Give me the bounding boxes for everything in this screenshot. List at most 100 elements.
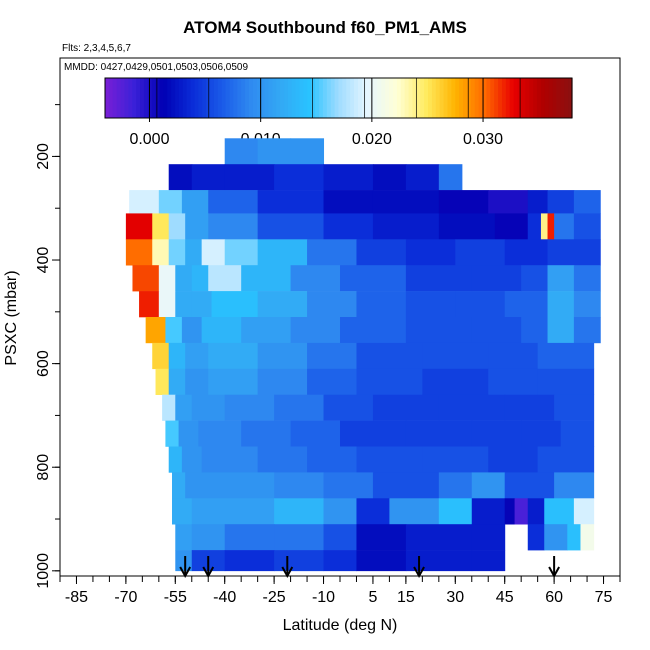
heatmap-cell <box>257 213 325 240</box>
colorbar-swatch <box>159 78 164 118</box>
colorbar-swatch <box>213 78 219 118</box>
colorbar-swatch <box>381 78 386 118</box>
heatmap-cell <box>191 524 226 551</box>
y-tick-label: 600 <box>35 350 52 377</box>
colorbar-swatch <box>186 78 192 118</box>
heatmap-cell <box>168 213 186 240</box>
colorbar-swatch <box>322 78 328 118</box>
colorbar-swatch <box>400 78 406 118</box>
heatmap-cell <box>340 265 407 292</box>
colorbar-swatch <box>416 78 421 118</box>
heatmap-cell <box>224 239 259 266</box>
colorbar-swatch <box>136 78 141 118</box>
heatmap-cell <box>537 342 595 370</box>
colorbar-swatch <box>404 78 410 118</box>
heatmap-cell <box>544 524 568 551</box>
colorbar-swatch <box>463 78 468 118</box>
x-tick-label: -25 <box>263 589 286 606</box>
heatmap-cell <box>356 291 407 318</box>
heatmap-cell <box>471 420 522 447</box>
y-tick-label: 800 <box>35 454 52 481</box>
heatmap-cell <box>521 317 549 344</box>
colorbar-swatch <box>178 78 184 118</box>
colorbar-swatch <box>466 78 472 118</box>
colorbar-swatch <box>412 78 417 118</box>
heatmap-cell <box>356 342 423 370</box>
y-tick-label: 400 <box>35 247 52 274</box>
heatmap-cell <box>340 317 407 344</box>
heatmap-cells <box>125 138 601 572</box>
heatmap-cell <box>547 291 575 318</box>
colorbar-swatch <box>439 78 445 118</box>
y-tick-label: 1000 <box>35 553 52 589</box>
heatmap-cell <box>208 472 275 499</box>
y-axis: 200 400 600 800 1000 <box>35 104 60 589</box>
heatmap-cell <box>158 190 183 214</box>
colorbar-swatch <box>548 78 554 118</box>
heatmap-cell <box>547 213 555 240</box>
colorbar-swatch <box>120 78 126 118</box>
colorbar-swatch <box>451 78 456 118</box>
heatmap-cell <box>162 394 176 421</box>
heatmap-cell <box>175 265 193 292</box>
y-tick-label: 200 <box>35 143 52 170</box>
colorbar-swatch <box>556 78 561 118</box>
heatmap-cell <box>573 265 601 292</box>
heatmap-cell <box>573 317 601 344</box>
heatmap-cell <box>224 138 259 165</box>
heatmap-cell <box>181 446 203 473</box>
colorbar-swatch <box>241 78 246 118</box>
heatmap-cell <box>211 291 259 318</box>
heatmap-cell <box>488 368 539 395</box>
colorbar-swatch <box>229 78 235 118</box>
heatmap-cell <box>175 291 193 318</box>
colorbar-swatch <box>482 78 487 118</box>
x-tick-label: 75 <box>595 589 613 606</box>
heatmap-cell <box>257 190 325 214</box>
heatmap-cell <box>323 190 374 214</box>
heatmap-cell <box>208 190 259 214</box>
heatmap-cell <box>274 524 325 551</box>
heatmap-cell <box>323 164 374 191</box>
heatmap-cell <box>208 368 259 395</box>
heatmap-cell <box>257 239 308 266</box>
heatmap-cell <box>191 498 226 525</box>
heatmap-cell <box>274 550 325 572</box>
heatmap-cell <box>547 265 575 292</box>
heatmap-cell <box>438 164 463 191</box>
heatmap-cell <box>290 265 341 292</box>
colorbar-swatch <box>447 78 452 118</box>
heatmap-cell <box>455 291 506 318</box>
heatmap-cell <box>181 190 209 214</box>
heatmap-cell <box>224 394 275 421</box>
heatmap-cell <box>537 446 595 473</box>
colorbar-swatch <box>552 78 558 118</box>
x-axis-label: Latitude (deg N) <box>283 617 398 634</box>
heatmap-cell <box>504 239 549 266</box>
heatmap-cell <box>580 524 595 551</box>
colorbar-swatch <box>206 78 211 118</box>
colorbar-swatch <box>124 78 129 118</box>
colorbar-swatch <box>132 78 137 118</box>
colorbar-swatch <box>544 78 550 118</box>
heatmap-cell <box>165 317 183 344</box>
heatmap-cell <box>372 213 440 240</box>
colorbar-swatch <box>521 78 526 118</box>
heatmap-cell <box>405 164 440 191</box>
heatmap-cell <box>504 291 549 318</box>
heatmap-cell <box>307 239 357 266</box>
colorbar-swatch <box>143 78 149 118</box>
heatmap-cell <box>274 498 325 525</box>
colorbar-swatch <box>357 78 363 118</box>
heatmap-cell <box>504 498 516 525</box>
colorbar-swatch <box>217 78 223 118</box>
colorbar-swatch <box>291 78 297 118</box>
heatmap-cell <box>257 138 292 165</box>
heatmap-cell <box>527 213 542 240</box>
heatmap-cell <box>139 291 160 318</box>
heatmap-cell <box>290 317 341 344</box>
x-tick-label: -70 <box>114 589 137 606</box>
colorbar-swatch <box>478 78 484 118</box>
heatmap-cell <box>165 420 180 447</box>
heatmap-cell <box>471 265 522 292</box>
